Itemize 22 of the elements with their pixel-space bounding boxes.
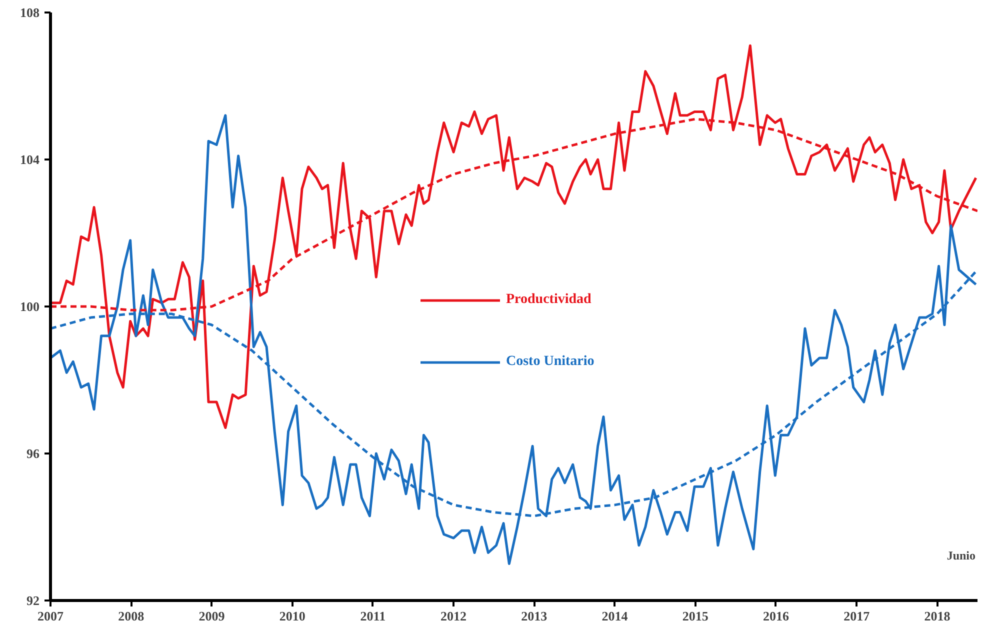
x-tick-label: 2013 <box>521 608 548 624</box>
x-tick-label: 2011 <box>360 608 386 624</box>
annotation: Junio <box>946 548 976 562</box>
x-tick-label: 2010 <box>279 608 306 624</box>
text: Productividad <box>506 292 592 308</box>
y-tick-label: 100 <box>20 299 40 314</box>
x-tick-label: 2017 <box>844 608 870 624</box>
line-series <box>50 44 978 430</box>
x-tick-label: 2007 <box>38 608 64 624</box>
x-tick-label: 2016 <box>762 608 790 624</box>
y-tick-label: 96 <box>26 446 40 461</box>
y-tick-label: 108 <box>20 5 40 20</box>
x-tick-label: 2008 <box>118 608 145 624</box>
x-tick-label: 2012 <box>440 608 467 624</box>
line-series <box>50 114 978 565</box>
x-tick-label: 2015 <box>682 608 709 624</box>
y-tick-label: 104 <box>20 152 40 167</box>
x-tick-label: 2009 <box>198 608 226 624</box>
x-tick-label: 2014 <box>602 608 628 624</box>
text: Costo Unitario <box>506 354 594 370</box>
y-tick-label: 92 <box>26 593 40 608</box>
x-tick-label: 2018 <box>924 608 951 624</box>
